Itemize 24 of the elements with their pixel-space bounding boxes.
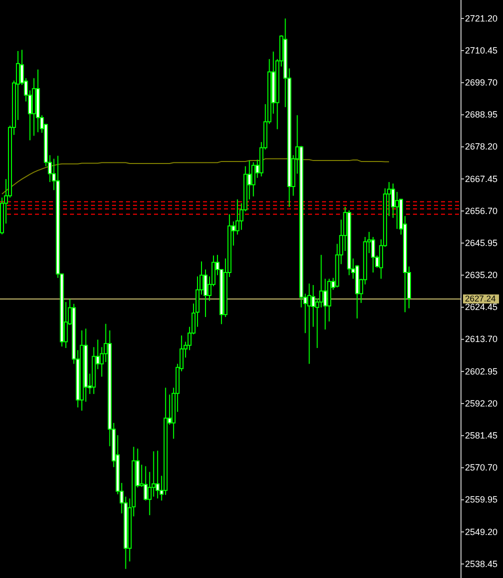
y-tick-label: 2613.70: [465, 334, 498, 344]
candlestick: [395, 191, 400, 230]
y-tick-label: 2678.20: [465, 142, 498, 152]
ref-line-label: 2627.24: [465, 294, 496, 304]
y-tick-label: 2570.70: [465, 462, 498, 473]
y-tick-label: 2635.20: [465, 270, 498, 280]
y-tick-label: 2592.20: [465, 398, 498, 408]
candlestick: [371, 236, 376, 273]
y-tick-label: 2656.70: [465, 206, 498, 216]
y-tick-label: 2699.70: [465, 78, 498, 88]
y-tick-label: 2688.95: [465, 110, 498, 120]
y-tick-label: 2624.45: [465, 302, 498, 312]
y-tick-label: 2645.95: [465, 238, 498, 248]
y-tick-label: 2602.95: [465, 366, 498, 376]
y-tick-label: 2721.20: [465, 13, 498, 24]
y-tick-label: 2667.45: [465, 174, 498, 184]
y-tick-label: 2581.45: [465, 430, 498, 440]
y-tick-label: 2710.45: [465, 45, 498, 56]
candlestick: [307, 283, 312, 364]
candlestick: [156, 450, 160, 499]
y-tick-label: 2538.45: [465, 558, 498, 569]
y-tick-label: 2549.20: [465, 526, 498, 537]
y-tick-label: 2559.95: [465, 494, 498, 505]
candlestick: [251, 162, 256, 197]
